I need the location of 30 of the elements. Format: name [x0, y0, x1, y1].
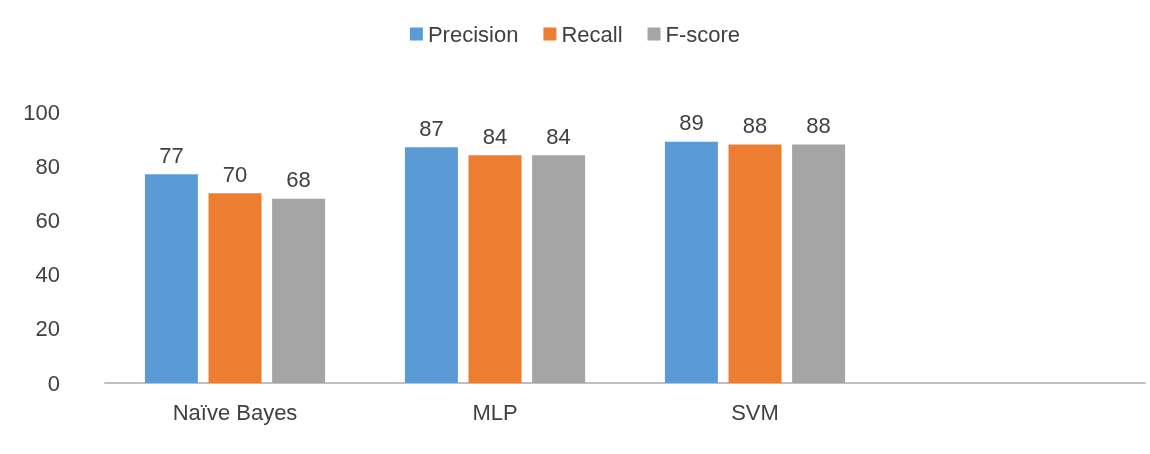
x-tick-label: MLP [472, 399, 518, 425]
legend-label: Recall [561, 21, 623, 47]
bar [532, 155, 586, 383]
data-label: 68 [286, 167, 311, 193]
data-label: 70 [222, 161, 248, 187]
y-tick-label: 0 [47, 370, 60, 396]
data-label: 87 [419, 115, 444, 141]
y-tick-label: 100 [23, 99, 60, 125]
data-label: 88 [806, 113, 831, 139]
data-label: 77 [159, 142, 184, 168]
bar [404, 147, 458, 383]
data-label: 84 [482, 123, 508, 149]
x-tick-label: SVM [731, 399, 779, 425]
y-tick-label: 20 [35, 316, 60, 342]
bar [208, 193, 262, 383]
bar [144, 174, 198, 383]
data-label: 88 [742, 113, 768, 139]
y-tick-label: 60 [35, 207, 60, 233]
x-tick-label: Naïve Bayes [172, 399, 298, 425]
y-tick-label: 80 [35, 153, 60, 179]
bar [728, 144, 782, 383]
bar [792, 144, 846, 383]
legend-label: Precision [427, 21, 519, 47]
bar [664, 141, 718, 383]
data-label: 84 [546, 123, 571, 149]
legend-label: F-score [665, 21, 741, 47]
y-tick-label: 40 [35, 262, 60, 288]
bar [272, 198, 326, 383]
data-label: 89 [679, 110, 704, 136]
bar [468, 155, 522, 383]
